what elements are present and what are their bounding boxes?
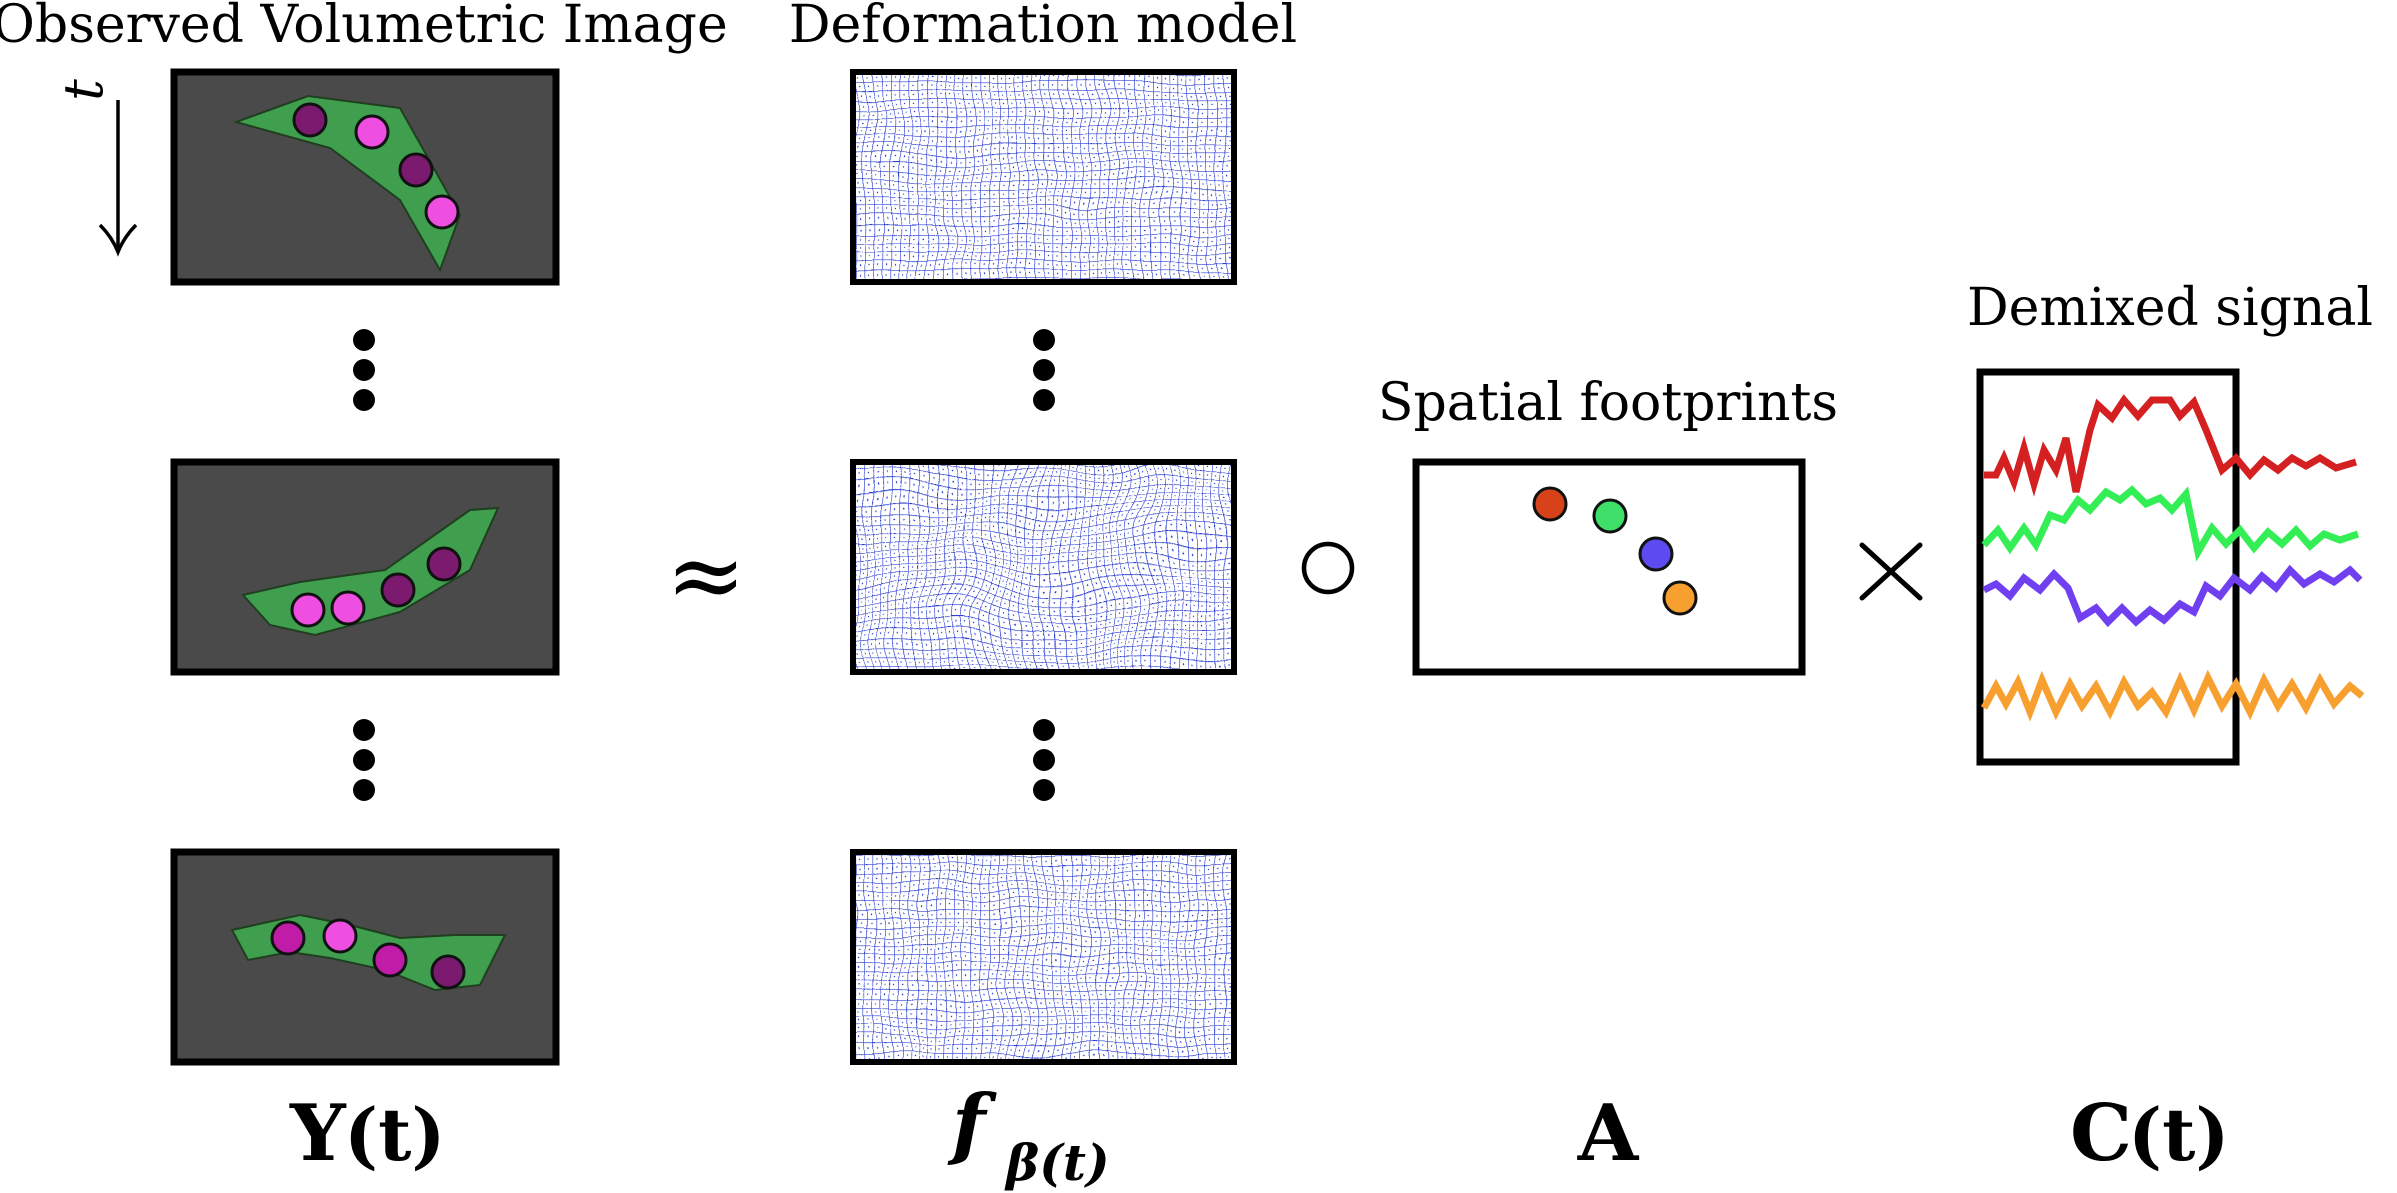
- footprint-neuron-green: [1592, 498, 1628, 534]
- label-C-of-t: C (t): [2070, 1088, 2229, 1179]
- neuron: [292, 102, 328, 138]
- neuron: [290, 592, 326, 628]
- neuron: [430, 954, 466, 990]
- observed-ellipsis-2: [353, 719, 375, 801]
- time-axis-arrow: t: [52, 79, 138, 257]
- neuron: [398, 152, 434, 188]
- label-f-subscript: β(t): [1004, 1133, 1110, 1192]
- footprint-neuron-purple: [1638, 536, 1674, 572]
- neuron: [372, 942, 408, 978]
- label-f-beta: f β(t): [947, 1078, 1110, 1192]
- neuron: [330, 590, 366, 626]
- neuron: [380, 572, 416, 608]
- trace-green: [1981, 485, 2360, 562]
- label-f: f: [947, 1078, 997, 1169]
- footprint-neuron-red: [1532, 486, 1568, 522]
- demixed-signal-heading: Demixed signal: [1967, 278, 2373, 338]
- deformation-field-frame-3: [850, 849, 1237, 1065]
- neuron: [424, 194, 460, 230]
- label-C-argument: (t): [2128, 1092, 2229, 1177]
- trace-purple: [1982, 564, 2363, 628]
- label-Y-argument: (t): [344, 1092, 445, 1177]
- deformation-field-frame-2: [850, 459, 1237, 675]
- label-Y-of-t: Y (t): [289, 1088, 445, 1179]
- footprint-neuron-orange: [1662, 580, 1698, 616]
- trace-orange: [1980, 669, 2365, 722]
- deformation-model-heading: Deformation model: [789, 0, 1297, 55]
- observed-frame-3: [170, 848, 560, 1066]
- deformation-ellipsis-1: [1033, 329, 1055, 411]
- observed-ellipsis-1: [353, 329, 375, 411]
- deformation-field-frame-1: [850, 69, 1237, 285]
- compose-operator: [1301, 541, 1355, 595]
- times-operator: [1859, 542, 1923, 601]
- observed-volumetric-image-heading: Observed Volumetric Image: [0, 0, 728, 55]
- trace-red: [1984, 394, 2358, 497]
- label-A: A: [1577, 1088, 1640, 1179]
- label-C: C: [2070, 1088, 2132, 1179]
- label-Y: Y: [289, 1088, 347, 1179]
- neuron: [354, 114, 390, 150]
- deformation-ellipsis-2: [1033, 719, 1055, 801]
- spatial-footprints-panel: [1412, 458, 1806, 676]
- worm-body: [232, 94, 462, 273]
- approx-operator: ≈: [666, 519, 746, 631]
- time-axis-label: t: [52, 79, 115, 101]
- neuron: [426, 546, 462, 582]
- neuron: [270, 920, 306, 956]
- neuron: [322, 918, 358, 954]
- observed-frame-1: [170, 68, 560, 286]
- spatial-footprints-heading: Spatial footprints: [1378, 373, 1838, 433]
- demixed-signal-panel: [1976, 368, 2365, 766]
- observed-frame-2: [170, 458, 560, 676]
